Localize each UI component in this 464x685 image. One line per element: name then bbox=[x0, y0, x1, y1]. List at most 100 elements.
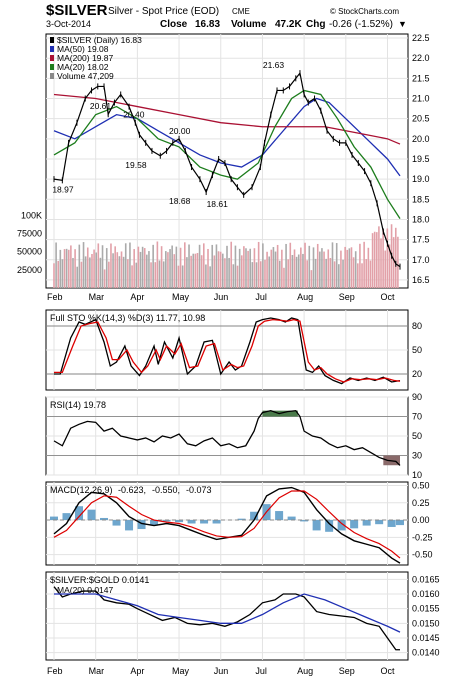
series--k bbox=[54, 317, 401, 385]
volume-bar bbox=[316, 243, 319, 288]
volume-bar bbox=[333, 261, 336, 288]
volume-bar bbox=[295, 256, 298, 288]
y-tick-label: 19.5 bbox=[412, 154, 430, 164]
volume-bar bbox=[116, 252, 119, 288]
legend-swatch bbox=[50, 64, 54, 70]
volume-bar bbox=[139, 251, 142, 288]
month-label: Apr bbox=[130, 666, 144, 676]
volume-bar bbox=[154, 262, 157, 288]
volume-bar bbox=[283, 267, 285, 288]
volume-bar bbox=[70, 245, 72, 288]
volume-bar bbox=[209, 266, 211, 288]
y-tick-label: 10 bbox=[412, 470, 422, 480]
volume-bar bbox=[184, 242, 186, 288]
panel-rsi: 90 70 50 30 10 RSI(14) 19.78 bbox=[45, 392, 422, 480]
month-label: Mar bbox=[89, 292, 105, 302]
legend-label: $SILVER (Daily) 16.83 bbox=[57, 35, 142, 45]
y-tick-label: 19.0 bbox=[412, 174, 430, 184]
volume-bar bbox=[202, 243, 205, 288]
volume-bar bbox=[135, 262, 138, 288]
volume-bar bbox=[192, 253, 195, 288]
legend-label: MA(50) 19.08 bbox=[57, 44, 109, 54]
month-label: Jun bbox=[214, 292, 229, 302]
volume-bar bbox=[194, 253, 197, 288]
histogram-bar bbox=[87, 509, 96, 521]
histogram-bar bbox=[125, 520, 134, 531]
volume-bar bbox=[129, 242, 131, 288]
panel-frame bbox=[45, 33, 409, 289]
volume-bar bbox=[213, 255, 216, 288]
histogram-bar bbox=[250, 511, 259, 521]
volume-bar bbox=[253, 248, 256, 288]
volume-bar bbox=[55, 242, 57, 288]
volume-bar bbox=[137, 246, 140, 288]
volume-bar bbox=[287, 259, 289, 288]
volume-bar bbox=[177, 265, 180, 288]
price-annotation: 18.61 bbox=[207, 199, 229, 209]
volume-bar bbox=[120, 251, 123, 288]
panel-label: RSI(14) 19.78 bbox=[50, 400, 106, 410]
month-label: Jun bbox=[214, 666, 229, 676]
volume-bar bbox=[150, 262, 152, 288]
histogram-bar bbox=[312, 520, 321, 531]
series--silver-gold bbox=[53, 586, 400, 651]
month-label: Sep bbox=[339, 666, 355, 676]
volume-bar bbox=[359, 243, 361, 288]
volume-bar bbox=[80, 261, 83, 288]
volume-bar bbox=[338, 264, 340, 288]
volume-bar bbox=[131, 265, 133, 288]
volume-bar bbox=[110, 243, 112, 288]
histogram-bar bbox=[62, 513, 71, 521]
legend-label: MA(20) 18.02 bbox=[57, 62, 109, 72]
volume-bar bbox=[196, 253, 199, 288]
ratio-ma-legend: MA(20) 0.0147 bbox=[57, 585, 113, 595]
volume-bar bbox=[329, 258, 332, 288]
volume-bar bbox=[361, 263, 363, 288]
volume-bar bbox=[127, 259, 129, 288]
volume-bar bbox=[84, 256, 87, 288]
volume-bar bbox=[354, 251, 357, 288]
volume-bar bbox=[308, 245, 311, 288]
volume-bar bbox=[200, 255, 203, 288]
volume-bar bbox=[378, 226, 380, 288]
volume-bar bbox=[350, 247, 353, 288]
header-symbol: $SILVER bbox=[46, 2, 108, 19]
header-volume-label: Volume bbox=[231, 19, 267, 30]
volume-bar bbox=[314, 258, 317, 288]
volume-bar bbox=[373, 231, 376, 288]
volume-bar bbox=[321, 248, 323, 288]
volume-bar bbox=[190, 255, 192, 288]
header-close-label: Close bbox=[160, 19, 188, 30]
volume-bar bbox=[380, 238, 382, 288]
volume-bar bbox=[65, 248, 68, 288]
volume-bar bbox=[156, 241, 159, 288]
volume-bar bbox=[340, 250, 342, 288]
y-tick-label: 30 bbox=[412, 451, 422, 461]
volume-bar bbox=[105, 248, 108, 288]
volume-bar bbox=[160, 246, 163, 288]
volume-bar bbox=[226, 245, 228, 288]
y-tick-label: 20 bbox=[412, 369, 422, 379]
chg-down-arrow-icon: ▼ bbox=[398, 19, 407, 29]
volume-bar bbox=[175, 246, 178, 288]
volume-bar bbox=[240, 255, 243, 288]
histogram-bar bbox=[175, 520, 184, 523]
volume-bar bbox=[179, 247, 182, 288]
y-tick-label: 22.0 bbox=[412, 53, 430, 63]
volume-bar bbox=[93, 249, 95, 288]
volume-bar bbox=[91, 253, 93, 288]
month-label: Apr bbox=[130, 292, 144, 302]
volume-bar bbox=[171, 245, 173, 288]
price-annotation: 20.00 bbox=[169, 126, 191, 136]
month-label: Feb bbox=[47, 666, 63, 676]
series-ma50 bbox=[53, 97, 401, 177]
volume-bar bbox=[133, 249, 135, 288]
volume-bar bbox=[167, 252, 169, 288]
panel-ratio: 0.0165 0.0160 0.0155 0.0150 0.0145 0.0140 $SIL… bbox=[45, 571, 440, 676]
signal-value: -0.550, bbox=[152, 485, 180, 495]
volume-bar bbox=[386, 228, 389, 288]
volume-bar bbox=[118, 256, 121, 288]
volume-bar bbox=[323, 251, 325, 288]
volume-bar bbox=[152, 244, 154, 288]
